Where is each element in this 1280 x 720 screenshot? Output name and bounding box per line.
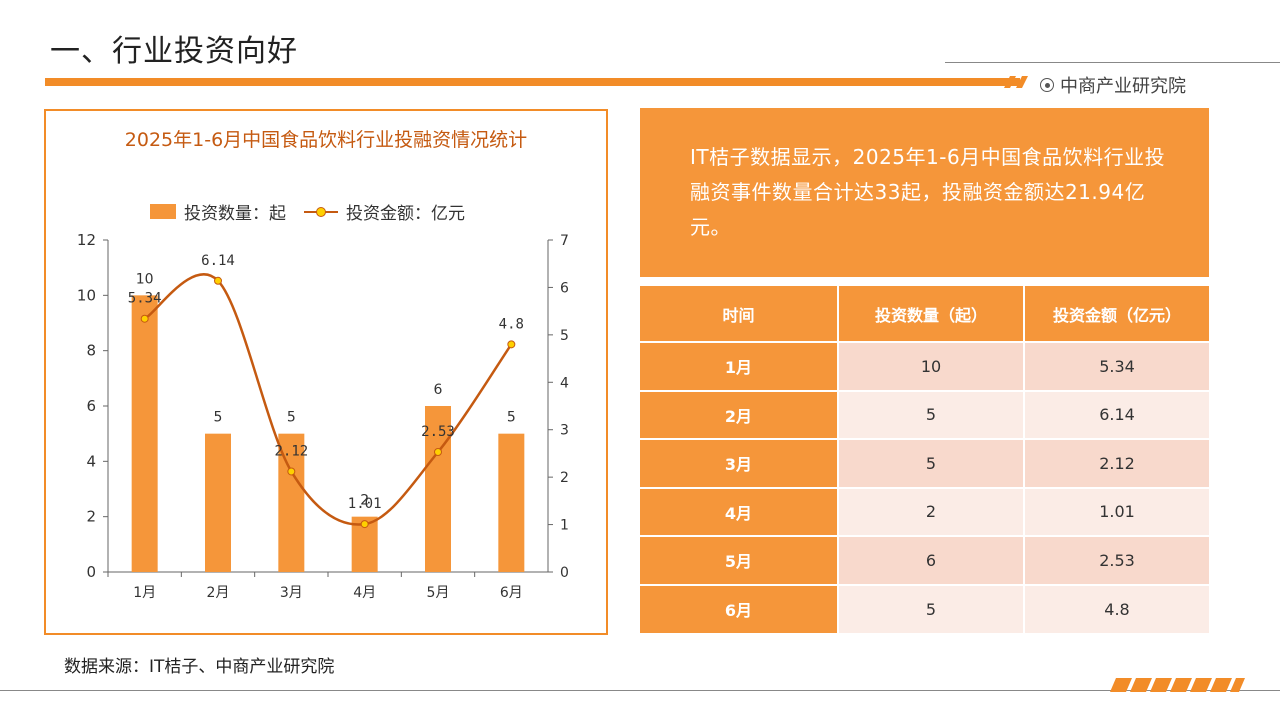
bar [498, 433, 525, 572]
table-cell-count: 10 [838, 341, 1025, 391]
table-cell-count: 6 [838, 535, 1025, 585]
table-cell-month: 2月 [640, 389, 839, 439]
table-cell-count: 5 [838, 389, 1025, 439]
x-tick-label: 4月 [353, 585, 376, 601]
chart-title: 2025年1-6月中国食品饮料行业投融资情况统计 [124, 129, 528, 151]
y-right-tick-label: 4 [560, 375, 569, 391]
y-right-tick-label: 3 [560, 423, 569, 439]
x-tick-label: 3月 [280, 585, 303, 601]
bar-data-label: 5 [507, 410, 516, 426]
y-left-tick-label: 4 [86, 452, 96, 470]
bar [205, 433, 231, 572]
page-title: 一、行业投资向好 [50, 34, 298, 69]
y-right-tick-label: 5 [560, 328, 569, 344]
legend-bar-label: 投资数量：起 [184, 204, 286, 224]
table-row: 6月 5 4.8 [640, 583, 1209, 633]
table-cell-amount: 5.34 [1024, 341, 1209, 391]
y-right-tick-label: 2 [560, 470, 569, 486]
amount-point [140, 314, 149, 323]
title-accent-bar [45, 78, 1020, 86]
amount-point [287, 467, 296, 476]
x-tick-label: 5月 [427, 585, 450, 601]
table-header-count: 投资数量（起） [838, 286, 1025, 342]
line-data-label: 1.01 [348, 496, 382, 512]
footer-divider-line [0, 690, 1280, 691]
table-header-amount: 投资金额（亿元） [1024, 286, 1209, 342]
table-cell-month: 5月 [640, 535, 839, 585]
table-cell-count: 5 [838, 583, 1025, 633]
table-cell-count: 5 [838, 438, 1025, 488]
table-cell-month: 3月 [640, 438, 839, 488]
amount-line [143, 273, 513, 526]
legend-line-label: 投资金额：亿元 [346, 204, 465, 224]
table-cell-amount: 4.8 [1024, 583, 1209, 633]
bar-data-label: 5 [214, 410, 223, 426]
bar [425, 406, 451, 572]
table-cell-month: 4月 [640, 486, 839, 536]
bar-data-label: 5 [287, 410, 296, 426]
amount-point [434, 448, 442, 457]
bar-data-label: 2 [360, 493, 369, 509]
table-cell-amount: 2.12 [1024, 438, 1209, 488]
legend-bar-swatch [150, 204, 176, 219]
brand: 中商产业研究院 [1040, 72, 1186, 98]
table-row: 3月 5 2.12 [640, 438, 1209, 488]
table-row: 1月 10 5.34 [640, 341, 1209, 391]
table-row: 4月 2 1.01 [640, 486, 1209, 536]
line-data-label: 4.8 [499, 316, 524, 332]
x-tick-label: 6月 [500, 585, 523, 601]
line-data-label: 2.12 [274, 443, 308, 459]
bar-data-label: 6 [434, 382, 443, 398]
table-cell-amount: 1.01 [1024, 486, 1209, 536]
chart-legend: 投资数量：起 投资金额：亿元 [150, 199, 465, 224]
amount-point [507, 340, 516, 349]
y-left-tick-label: 8 [86, 342, 96, 360]
bar [131, 295, 158, 572]
title-divider-line [945, 62, 1280, 63]
y-left-tick-label: 12 [77, 231, 96, 249]
amount-point [360, 520, 369, 529]
source-note: 数据来源：IT桔子、中商产业研究院 [64, 657, 335, 677]
x-tick-label: 1月 [133, 585, 156, 601]
title-slant-decoration [1004, 76, 1028, 88]
y-right-tick-label: 7 [560, 233, 569, 249]
line-data-label: 6.14 [201, 253, 235, 269]
y-right-tick-label: 1 [560, 518, 569, 534]
bar-data-label: 10 [136, 271, 154, 287]
summary-box: IT桔子数据显示，2025年1-6月中国食品饮料行业投融资事件数量合计达33起，… [640, 108, 1209, 277]
y-right-tick-label: 0 [560, 565, 569, 581]
table-header-row: 时间 投资数量（起） 投资金额（亿元） [640, 286, 1209, 342]
chart-panel: 2025年1-6月中国食品饮料行业投融资情况统计 投资数量：起 投资金额：亿元 … [44, 109, 608, 635]
table-header-time: 时间 [640, 286, 839, 342]
summary-text: IT桔子数据显示，2025年1-6月中国食品饮料行业投融资事件数量合计达33起，… [690, 145, 1166, 239]
line-data-label: 2.53 [421, 424, 455, 440]
y-left-tick-label: 10 [77, 286, 96, 304]
table-cell-month: 6月 [640, 583, 839, 633]
table-row: 2月 5 6.14 [640, 389, 1209, 439]
footer-slant-decoration [1110, 678, 1245, 692]
y-left-tick-label: 2 [86, 508, 96, 526]
brand-name: 中商产业研究院 [1060, 76, 1186, 97]
table-cell-month: 1月 [640, 341, 839, 391]
y-right-tick-label: 6 [560, 280, 569, 296]
target-icon [1040, 78, 1054, 92]
table-cell-amount: 2.53 [1024, 535, 1209, 585]
table-cell-count: 2 [838, 486, 1025, 536]
line-data-label: 5.34 [128, 291, 162, 307]
y-left-tick-label: 6 [86, 397, 96, 415]
data-table: 时间 投资数量（起） 投资金额（亿元） 1月 10 5.34 2月 5 6.14… [640, 286, 1209, 633]
y-left-tick-label: 0 [86, 563, 96, 581]
table-cell-amount: 6.14 [1024, 389, 1209, 439]
x-tick-label: 2月 [207, 585, 230, 601]
legend-line-swatch [304, 204, 338, 220]
table-row: 5月 6 2.53 [640, 535, 1209, 585]
amount-point [214, 276, 222, 285]
